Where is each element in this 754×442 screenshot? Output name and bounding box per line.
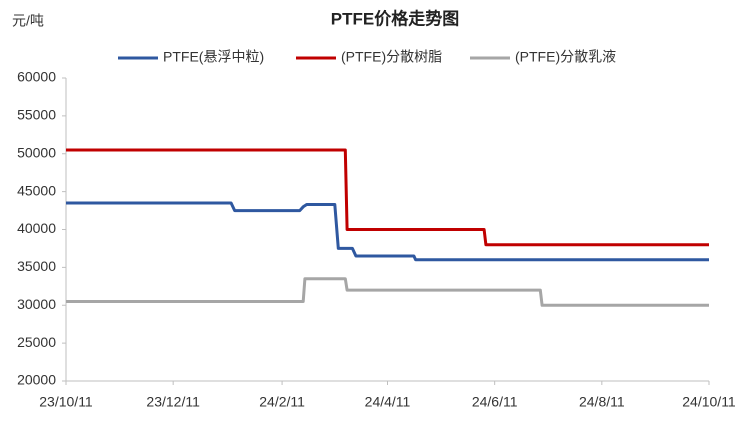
y-tick-label: 25000 [17,334,56,350]
y-tick-label: 45000 [17,182,56,198]
series-line [66,148,709,247]
y-tick-label: 60000 [17,69,56,85]
y-tick-label: 55000 [17,107,56,123]
y-tick-label: 40000 [17,220,56,236]
chart-title: PTFE价格走势图 [331,8,459,28]
legend-label: (PTFE)分散树脂 [341,49,442,65]
x-tick-label: 23/12/11 [146,394,200,410]
legend-label: (PTFE)分散乳液 [515,49,616,65]
y-tick-label: 35000 [17,258,56,274]
x-tick-label: 24/8/11 [579,394,625,410]
x-tick-label: 24/2/11 [259,394,305,410]
legend-label: PTFE(悬浮中粒) [163,49,264,65]
x-tick-label: 23/10/11 [39,394,93,410]
x-tick-label: 24/10/11 [682,394,736,410]
series-line [66,201,709,262]
series-line [66,277,709,307]
x-tick-label: 24/4/11 [365,394,411,410]
y-tick-label: 30000 [17,296,56,312]
x-tick-label: 24/6/11 [472,394,518,410]
y-axis-label: 元/吨 [12,13,44,29]
y-tick-label: 50000 [17,144,56,160]
y-tick-label: 20000 [17,372,56,388]
